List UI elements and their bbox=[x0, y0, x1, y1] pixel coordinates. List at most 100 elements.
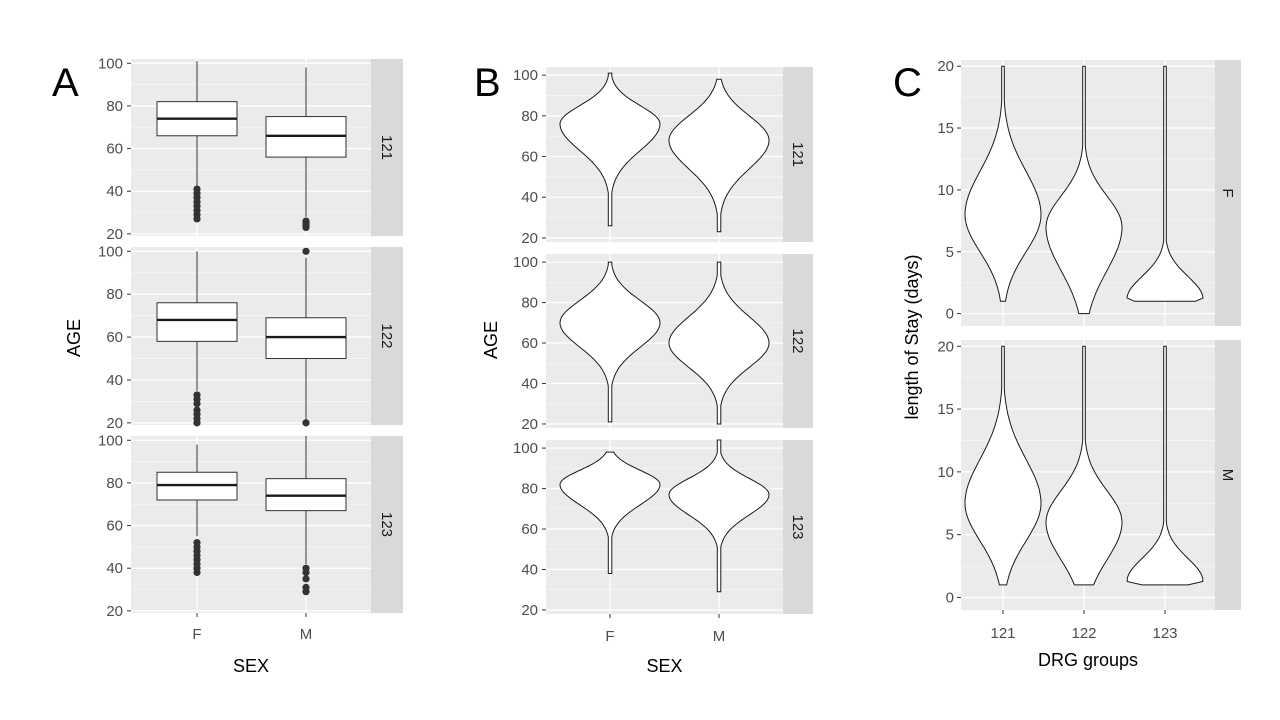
y-tick-label: 5 bbox=[946, 527, 954, 544]
y-tick-label: 60 bbox=[106, 329, 123, 346]
y-tick-label: 80 bbox=[521, 481, 538, 498]
panel-letter-c: C bbox=[893, 61, 922, 105]
facet-strip bbox=[371, 436, 403, 613]
y-tick-label: 80 bbox=[106, 286, 123, 303]
panel-c-violins-stay: C 0 5 10 15 20 F 0 5 10 15 20 M 121 122 123 DRG groups l… bbox=[893, 58, 1241, 670]
y-tick-label: 40 bbox=[106, 183, 123, 200]
facet-strip bbox=[371, 247, 403, 425]
y-tick-label: 60 bbox=[106, 518, 123, 535]
violin-M bbox=[668, 439, 770, 593]
y-tick-label: 20 bbox=[106, 415, 123, 432]
outlier-point bbox=[302, 575, 310, 583]
y-tick-label: 100 bbox=[513, 67, 538, 84]
facet-123: 20 40 60 80 100 123 bbox=[98, 432, 403, 620]
y-tick-label: 20 bbox=[521, 602, 538, 619]
facet-strip bbox=[1215, 340, 1241, 610]
facet-strip bbox=[783, 254, 813, 428]
y-tick-label: 100 bbox=[513, 440, 538, 457]
violin-121 bbox=[964, 345, 1042, 586]
y-tick-label: 80 bbox=[106, 475, 123, 492]
y-tick-label: 80 bbox=[106, 98, 123, 115]
outlier-point bbox=[302, 247, 310, 255]
violin-M bbox=[668, 261, 770, 425]
panel-a-boxplots: A 20 40 60 80 100 121 20 40 60 80 100 122 20 40 60 80 10… bbox=[52, 55, 403, 676]
facet-background bbox=[546, 440, 783, 614]
facet-strip-label: M bbox=[1219, 469, 1236, 482]
x-tick-label: 122 bbox=[1071, 625, 1096, 642]
outlier-point bbox=[193, 185, 201, 193]
facet-strip-label: 121 bbox=[789, 142, 806, 167]
y-tick-label: 40 bbox=[106, 372, 123, 389]
facet-123: 20 40 60 80 100 123 bbox=[513, 439, 813, 619]
y-tick-label: 60 bbox=[521, 149, 538, 166]
y-tick-label: 60 bbox=[106, 141, 123, 158]
violin-123 bbox=[1126, 345, 1204, 586]
violin-121 bbox=[964, 65, 1042, 302]
panel-letter-b: B bbox=[474, 61, 501, 105]
y-tick-label: 10 bbox=[937, 182, 954, 199]
x-tick-label: F bbox=[605, 628, 614, 645]
facet-strip-label: 122 bbox=[789, 328, 806, 353]
y-tick-label: 100 bbox=[513, 254, 538, 271]
violin-F bbox=[559, 451, 661, 574]
facet-strip-label: F bbox=[1219, 188, 1236, 197]
outlier-point bbox=[302, 217, 310, 225]
facet-F: 0 5 10 15 20 F bbox=[937, 58, 1241, 326]
facet-121: 20 40 60 80 100 121 bbox=[98, 55, 403, 243]
facet-strip bbox=[1215, 60, 1241, 326]
y-tick-label: 0 bbox=[946, 306, 954, 323]
x-axis-title: SEX bbox=[233, 656, 269, 676]
facet-M: 0 5 10 15 20 M bbox=[937, 338, 1241, 610]
y-tick-label: 10 bbox=[937, 464, 954, 481]
facet-background bbox=[131, 436, 371, 613]
violin-122 bbox=[1045, 345, 1123, 586]
panel-letter-a: A bbox=[52, 61, 79, 105]
facet-121: 20 40 60 80 100 121 bbox=[513, 67, 813, 247]
facet-strip bbox=[783, 67, 813, 242]
y-tick-label: 20 bbox=[106, 226, 123, 243]
y-tick-label: 20 bbox=[521, 416, 538, 433]
box-F bbox=[156, 302, 238, 342]
y-axis-title: AGE bbox=[481, 321, 501, 359]
facet-strip-label: 123 bbox=[378, 512, 395, 537]
x-axis-title: DRG groups bbox=[1038, 650, 1138, 670]
violin-123 bbox=[1126, 65, 1204, 302]
y-tick-label: 20 bbox=[106, 603, 123, 620]
y-axis-title: length of Stay (days) bbox=[902, 254, 922, 419]
x-tick-label: 121 bbox=[990, 625, 1015, 642]
violin-F bbox=[559, 72, 661, 227]
x-axis-title: SEX bbox=[646, 656, 682, 676]
facet-strip-label: 122 bbox=[378, 323, 395, 348]
outlier-point bbox=[302, 564, 310, 572]
x-tick-label: M bbox=[300, 626, 313, 643]
y-tick-label: 60 bbox=[521, 521, 538, 538]
y-tick-label: 40 bbox=[521, 375, 538, 392]
x-tick-label: F bbox=[192, 626, 201, 643]
x-tick-label: M bbox=[713, 628, 726, 645]
y-tick-label: 80 bbox=[521, 108, 538, 125]
facet-strip bbox=[371, 59, 403, 236]
y-axis-title: AGE bbox=[64, 319, 84, 357]
y-tick-label: 0 bbox=[946, 589, 954, 606]
violin-122 bbox=[1045, 65, 1123, 315]
outlier-point bbox=[302, 419, 310, 427]
facet-strip-label: 121 bbox=[378, 135, 395, 160]
y-tick-label: 20 bbox=[937, 58, 954, 75]
facet-122: 20 40 60 80 100 122 bbox=[513, 254, 813, 433]
y-tick-label: 20 bbox=[937, 338, 954, 355]
facet-strip-label: 123 bbox=[789, 514, 806, 539]
y-tick-label: 40 bbox=[521, 189, 538, 206]
y-tick-label: 100 bbox=[98, 55, 123, 72]
y-tick-label: 100 bbox=[98, 243, 123, 260]
violin-M bbox=[668, 78, 770, 233]
facet-122: 20 40 60 80 100 122 bbox=[98, 243, 403, 432]
facet-strip bbox=[783, 440, 813, 614]
outlier-point bbox=[193, 539, 201, 547]
y-tick-label: 80 bbox=[521, 295, 538, 312]
y-tick-label: 5 bbox=[946, 244, 954, 261]
y-tick-label: 40 bbox=[521, 561, 538, 578]
outlier-point bbox=[193, 391, 201, 399]
outlier-point bbox=[193, 406, 201, 414]
violin-F bbox=[559, 261, 661, 423]
